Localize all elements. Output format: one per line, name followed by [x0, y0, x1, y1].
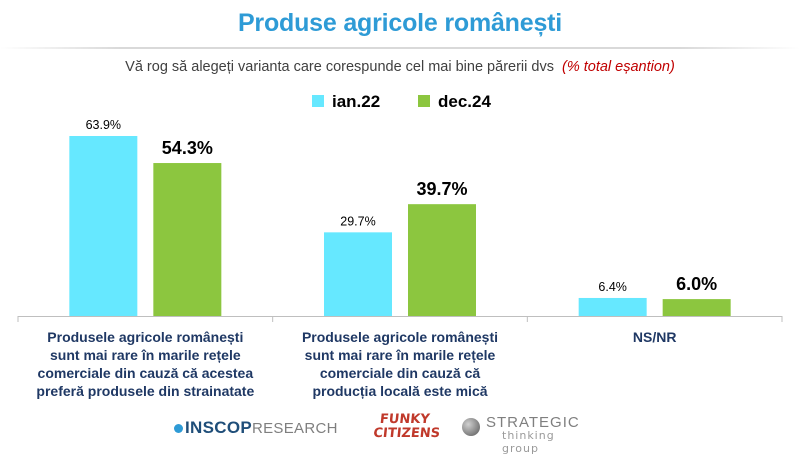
funky-logo-line2: CITIZENS [372, 426, 441, 441]
inscop-dot-icon [174, 424, 183, 434]
category-label-line: sunt mai rare în marile rețele [305, 347, 496, 363]
category-label-line: sunt mai rare în marile rețele [50, 347, 241, 363]
strategic-logo-line1: STRATEGIC [486, 414, 580, 431]
chart-subtitle: Vă rog să alegeți varianta care corespun… [0, 59, 800, 75]
bar-dec.24-2 [662, 299, 731, 316]
category-label-line: comerciale din cauză că acestea [38, 365, 254, 381]
footer-logos: INSCOPRESEARCH FUNKY CITIZENS STRATEGIC … [0, 410, 800, 455]
category-label-line: comerciale din cauză că [320, 365, 481, 381]
strategic-logo-line2: thinking group [502, 429, 555, 455]
data-label-dec.24-2: 6.0% [676, 274, 717, 294]
data-label-dec.24-0: 54.3% [162, 138, 213, 158]
category-label-line: producția locală este mică [312, 383, 487, 399]
subtitle-question: Vă rog să alegeți varianta care corespun… [125, 59, 554, 75]
bar-ian.22-0 [69, 136, 138, 316]
bar-ian.22-2 [578, 297, 647, 316]
bar-ian.22-1 [324, 232, 392, 316]
inscop-logo-suffix: RESEARCH [251, 420, 338, 437]
page-title: Produse agricole românești [237, 9, 563, 37]
data-label-ian.22-2: 6.4% [598, 280, 627, 294]
category-label-line: Produsele agricole românești [302, 329, 498, 345]
data-label-ian.22-0: 63.9% [86, 118, 121, 132]
title-divider [0, 47, 800, 49]
category-label-line: Produsele agricole românești [47, 329, 243, 345]
inscop-logo: INSCOPRESEARCH [174, 418, 338, 438]
data-label-dec.24-1: 39.7% [416, 179, 467, 199]
funky-logo-line1: FUNKY [379, 412, 431, 427]
legend-swatch-ian.22 [312, 95, 324, 107]
inscop-logo-text: INSCOP [185, 418, 252, 437]
legend-label-dec.24: dec.24 [438, 92, 491, 111]
legend-swatch-dec.24 [418, 95, 430, 107]
strategic-thinking-logo: STRATEGIC thinking group [462, 414, 592, 455]
category-label-line: preferă produsele din strainatate [36, 383, 254, 399]
category-label-line: NS/NR [633, 329, 677, 345]
globe-icon [462, 418, 480, 436]
data-label-ian.22-1: 29.7% [340, 214, 375, 228]
subtitle-note: (% total eșantion) [561, 59, 675, 75]
bar-dec.24-0 [153, 163, 222, 316]
bar-dec.24-1 [408, 204, 476, 316]
legend-label-ian.22: ian.22 [332, 92, 380, 111]
funky-citizens-logo: FUNKY CITIZENS [372, 412, 441, 441]
bar-chart: ian.22 dec.24 63.9% 54.3% Produsele agricole… [17, 92, 783, 399]
